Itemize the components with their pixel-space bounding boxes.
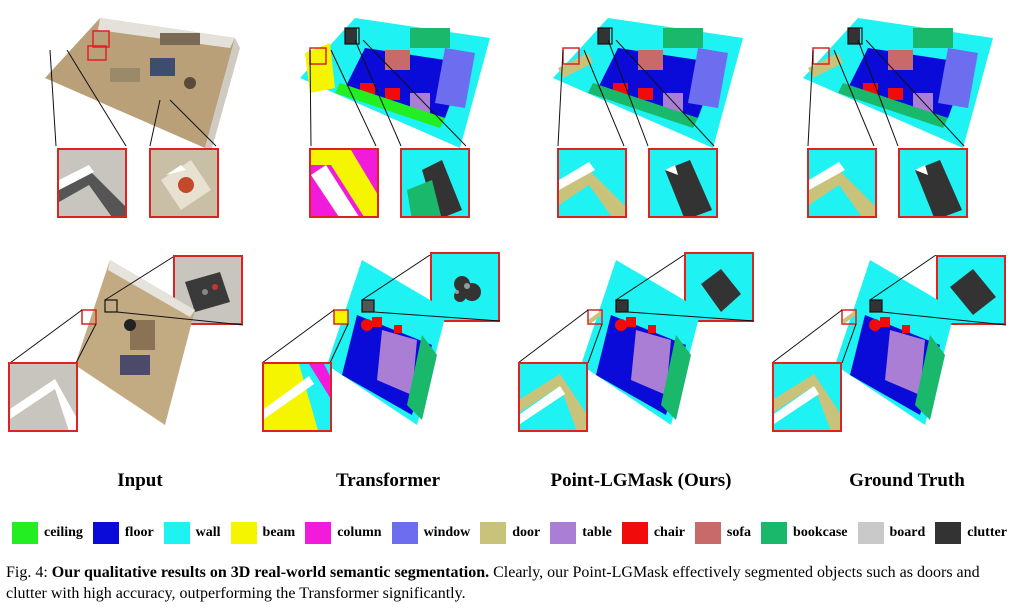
legend-label: clutter bbox=[967, 525, 1007, 540]
legend: ceiling floor wall beam column window door tabl… bbox=[12, 520, 1014, 546]
legend-label: wall bbox=[195, 525, 221, 540]
legend-item-window: window bbox=[391, 522, 471, 544]
legend-item-clutter: clutter bbox=[935, 522, 1007, 544]
zoom-lines-1-transformer bbox=[309, 40, 467, 147]
legend-item-bookcase: bookcase bbox=[761, 522, 848, 544]
legend-label: door bbox=[512, 525, 541, 540]
legend-label: table bbox=[582, 525, 612, 540]
zoom-inset bbox=[936, 255, 1006, 325]
zoom-inset bbox=[400, 148, 470, 218]
zoom-lines-2-ours bbox=[517, 255, 755, 364]
column-heading-transformer: Transformer bbox=[335, 470, 441, 491]
legend-swatch bbox=[163, 522, 190, 544]
legend-label: floor bbox=[124, 525, 154, 540]
legend-label: sofa bbox=[726, 525, 752, 540]
legend-swatch bbox=[550, 522, 577, 544]
transformer-scene-1 bbox=[300, 18, 490, 148]
zoom-lines-1-input bbox=[49, 49, 217, 147]
legend-label: chair bbox=[653, 525, 685, 540]
zoom-inset bbox=[807, 148, 877, 218]
legend-item-column: column bbox=[305, 522, 382, 544]
zoom-inset bbox=[557, 148, 627, 218]
figure-caption: Fig. 4: Our qualitative results on 3D re… bbox=[6, 562, 1008, 604]
zoom-inset bbox=[149, 148, 219, 218]
zoom-inset bbox=[8, 362, 78, 432]
ours-scene-2 bbox=[581, 260, 701, 425]
legend-item-board: board bbox=[857, 522, 926, 544]
zoom-inset bbox=[57, 148, 127, 218]
caption-body: Clearly, our Point-LGMask effectively se… bbox=[6, 564, 980, 602]
zoom-inset bbox=[648, 148, 718, 218]
zoom-lines-1-ours bbox=[557, 40, 715, 147]
legend-swatch bbox=[935, 522, 962, 544]
legend-item-floor: floor bbox=[92, 522, 154, 544]
gt-scene-1 bbox=[803, 18, 993, 148]
legend-label: board bbox=[889, 525, 926, 540]
legend-item-wall: wall bbox=[163, 522, 221, 544]
legend-swatch bbox=[230, 522, 257, 544]
legend-swatch bbox=[694, 522, 721, 544]
zoom-inset bbox=[518, 362, 588, 432]
legend-label: bookcase bbox=[793, 525, 848, 540]
caption-prefix: Fig. 4: bbox=[6, 564, 52, 581]
transformer-scene-2 bbox=[327, 260, 447, 425]
legend-label: column bbox=[337, 525, 382, 540]
legend-label: beam bbox=[262, 525, 296, 540]
legend-item-door: door bbox=[480, 522, 540, 544]
legend-swatch bbox=[480, 522, 507, 544]
legend-item-ceiling: ceiling bbox=[12, 522, 83, 544]
legend-swatch bbox=[857, 522, 884, 544]
legend-swatch bbox=[305, 522, 332, 544]
zoom-lines-2-transformer bbox=[261, 255, 501, 364]
input-scene-2 bbox=[75, 260, 195, 425]
zoom-inset bbox=[309, 148, 379, 218]
legend-swatch bbox=[12, 522, 38, 544]
legend-item-beam: beam bbox=[230, 522, 296, 544]
zoom-inset bbox=[898, 148, 968, 218]
legend-swatch bbox=[92, 522, 119, 544]
ours-scene-1 bbox=[553, 18, 743, 148]
zoom-lines-2-gt bbox=[771, 255, 1007, 364]
zoom-inset bbox=[772, 362, 842, 432]
zoom-inset bbox=[262, 362, 332, 432]
column-heading-ground-truth: Ground Truth bbox=[849, 470, 965, 491]
zoom-lines-2-input bbox=[9, 256, 244, 364]
legend-swatch bbox=[761, 522, 788, 544]
input-scene-1 bbox=[45, 18, 240, 148]
legend-item-sofa: sofa bbox=[694, 522, 752, 544]
legend-item-table: table bbox=[550, 522, 612, 544]
zoom-lines-1-gt bbox=[807, 40, 965, 147]
legend-label: window bbox=[423, 525, 471, 540]
caption-bold: Our qualitative results on 3D real-world… bbox=[51, 564, 490, 581]
column-heading-ours: Point-LGMask (Ours) bbox=[550, 470, 732, 491]
legend-item-chair: chair bbox=[621, 522, 685, 544]
legend-swatch bbox=[391, 522, 418, 544]
gt-scene-2 bbox=[835, 260, 955, 425]
legend-label: ceiling bbox=[44, 525, 83, 540]
column-heading-input: Input bbox=[117, 470, 163, 491]
legend-swatch bbox=[621, 522, 648, 544]
